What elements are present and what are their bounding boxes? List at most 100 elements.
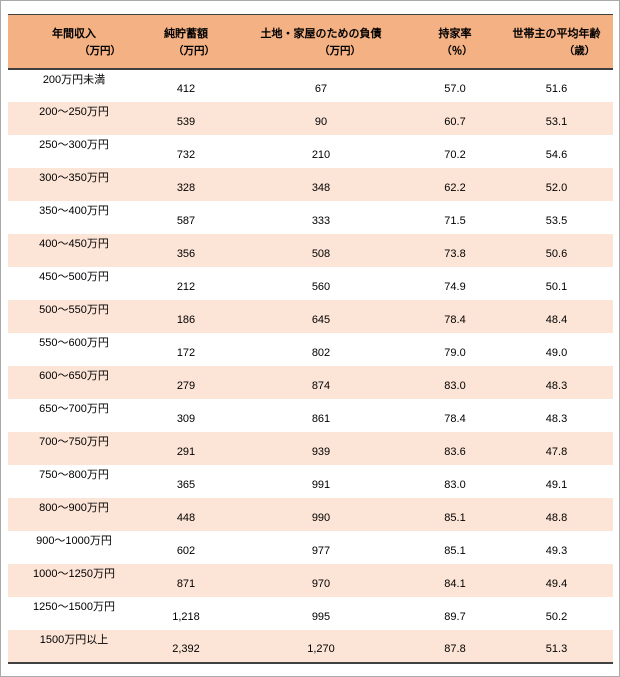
col-header-housing-debt: 土地・家屋のための負債 （万円） — [232, 15, 410, 69]
cell-net-savings: 186 — [176, 314, 196, 327]
cell-annual-income: 300～350万円 — [39, 171, 109, 184]
cell-housing-debt: 560 — [311, 281, 331, 294]
cell-housing-debt: 210 — [311, 149, 331, 162]
cell-annual-income: 900～1000万円 — [36, 534, 112, 547]
col-header-annual-income: 年間収入 （万円） — [8, 15, 140, 69]
cell-avg-age: 54.6 — [545, 149, 568, 162]
table-row: 450～500万円 212 560 74.9 50.1 — [8, 266, 613, 300]
cell-housing-debt: 90 — [314, 116, 328, 129]
col-header-label: 純貯蓄額 — [164, 27, 208, 40]
cell-net-savings: 412 — [176, 83, 196, 96]
cell-housing-debt: 802 — [311, 347, 331, 360]
cell-ownership-rate: 87.8 — [444, 643, 466, 656]
cell-ownership-rate: 62.2 — [444, 182, 466, 195]
table-row: 900～1000万円 602 977 85.1 49.3 — [8, 530, 613, 564]
cell-net-savings: 356 — [176, 248, 196, 261]
table-row: 700～750万円 291 939 83.6 47.8 — [8, 431, 613, 465]
col-header-label: 年間収入 — [52, 27, 96, 40]
table-row: 800～900万円 448 990 85.1 48.8 — [8, 497, 613, 531]
col-header-label: 土地・家屋のための負債 — [260, 27, 382, 40]
table-row: 400～450万円 356 508 73.8 50.6 — [8, 233, 613, 267]
cell-ownership-rate: 78.4 — [444, 413, 466, 426]
cell-annual-income: 1250～1500万円 — [33, 600, 115, 613]
table-row: 1000～1250万円 871 970 84.1 49.4 — [8, 563, 613, 597]
cell-annual-income: 200～250万円 — [39, 105, 109, 118]
cell-avg-age: 49.1 — [545, 479, 568, 492]
cell-avg-age: 48.4 — [545, 314, 568, 327]
cell-housing-debt: 990 — [311, 512, 331, 525]
cell-annual-income: 400～450万円 — [39, 237, 109, 250]
cell-avg-age: 53.1 — [545, 116, 568, 129]
cell-ownership-rate: 73.8 — [444, 248, 466, 261]
cell-avg-age: 50.6 — [545, 248, 568, 261]
cell-ownership-rate: 89.7 — [444, 611, 466, 624]
cell-avg-age: 52.0 — [545, 182, 568, 195]
cell-avg-age: 51.6 — [545, 83, 568, 96]
table-row: 550～600万円 172 802 79.0 49.0 — [8, 332, 613, 366]
cell-housing-debt: 645 — [311, 314, 331, 327]
cell-net-savings: 539 — [176, 116, 196, 129]
cell-net-savings: 328 — [176, 182, 196, 195]
cell-annual-income: 350～400万円 — [39, 204, 109, 217]
cell-ownership-rate: 60.7 — [444, 116, 466, 129]
col-header-unit: （万円） — [173, 44, 215, 57]
table-row: 600～650万円 279 874 83.0 48.3 — [8, 365, 613, 399]
table-body: 200万円未満 412 67 57.0 51.6 200～250万円 539 90 60.7 53… — [8, 68, 613, 663]
cell-avg-age: 49.0 — [545, 347, 568, 360]
table-row: 250～300万円 732 210 70.2 54.6 — [8, 134, 613, 168]
cell-net-savings: 365 — [176, 479, 196, 492]
cell-avg-age: 47.8 — [545, 446, 568, 459]
cell-ownership-rate: 70.2 — [444, 149, 466, 162]
table-row: 300～350万円 328 348 62.2 52.0 — [8, 167, 613, 201]
cell-ownership-rate: 85.1 — [444, 545, 466, 558]
col-header-unit: （万円） — [79, 44, 121, 57]
cell-avg-age: 48.3 — [545, 413, 568, 426]
table-row: 200万円未満 412 67 57.0 51.6 — [8, 68, 613, 102]
income-savings-table: 年間収入 （万円） 純貯蓄額 （万円） 土地・家屋のための負債 （万円） 持家率 （％） 世帯主… — [8, 14, 613, 664]
cell-ownership-rate: 83.0 — [444, 479, 466, 492]
cell-annual-income: 1500万円以上 — [39, 633, 109, 646]
cell-housing-debt: 67 — [314, 83, 328, 96]
cell-ownership-rate: 74.9 — [444, 281, 466, 294]
cell-net-savings: 2,392 — [172, 643, 200, 656]
income-savings-table-container: 年間収入 （万円） 純貯蓄額 （万円） 土地・家屋のための負債 （万円） 持家率 （％） 世帯主… — [8, 14, 613, 664]
table-row: 500～550万円 186 645 78.4 48.4 — [8, 299, 613, 333]
cell-net-savings: 172 — [176, 347, 196, 360]
cell-housing-debt: 970 — [311, 578, 331, 591]
cell-avg-age: 49.4 — [545, 578, 568, 591]
cell-annual-income: 500～550万円 — [39, 303, 109, 316]
cell-avg-age: 50.1 — [545, 281, 568, 294]
cell-housing-debt: 874 — [311, 380, 331, 393]
cell-housing-debt: 991 — [311, 479, 331, 492]
header-row: 年間収入 （万円） 純貯蓄額 （万円） 土地・家屋のための負債 （万円） 持家率 （％） 世帯主… — [8, 14, 613, 69]
cell-net-savings: 279 — [176, 380, 196, 393]
col-header-net-savings: 純貯蓄額 （万円） — [140, 15, 232, 69]
cell-housing-debt: 861 — [311, 413, 331, 426]
cell-avg-age: 48.3 — [545, 380, 568, 393]
cell-ownership-rate: 57.0 — [444, 83, 466, 96]
col-header-avg-age: 世帯主の平均年齢 （歳） — [500, 15, 613, 69]
cell-net-savings: 309 — [176, 413, 196, 426]
cell-housing-debt: 995 — [311, 611, 331, 624]
cell-avg-age: 49.3 — [545, 545, 568, 558]
cell-avg-age: 48.8 — [545, 512, 568, 525]
cell-net-savings: 732 — [176, 149, 196, 162]
col-header-ownership-rate: 持家率 （％） — [410, 15, 500, 69]
cell-annual-income: 700～750万円 — [39, 435, 109, 448]
cell-annual-income: 550～600万円 — [39, 336, 109, 349]
table-row: 750～800万円 365 991 83.0 49.1 — [8, 464, 613, 498]
cell-net-savings: 602 — [176, 545, 196, 558]
cell-housing-debt: 508 — [311, 248, 331, 261]
cell-net-savings: 448 — [176, 512, 196, 525]
table-row: 1500万円以上 2,392 1,270 87.8 51.3 — [8, 629, 613, 663]
col-header-label: 世帯主の平均年齢 — [512, 27, 601, 40]
cell-net-savings: 1,218 — [172, 611, 200, 624]
cell-ownership-rate: 84.1 — [444, 578, 466, 591]
table-row: 650～700万円 309 861 78.4 48.3 — [8, 398, 613, 432]
cell-avg-age: 50.2 — [545, 611, 568, 624]
cell-annual-income: 200万円未満 — [42, 73, 106, 86]
cell-net-savings: 871 — [176, 578, 196, 591]
cell-annual-income: 1000～1250万円 — [33, 567, 115, 580]
cell-net-savings: 587 — [176, 215, 196, 228]
